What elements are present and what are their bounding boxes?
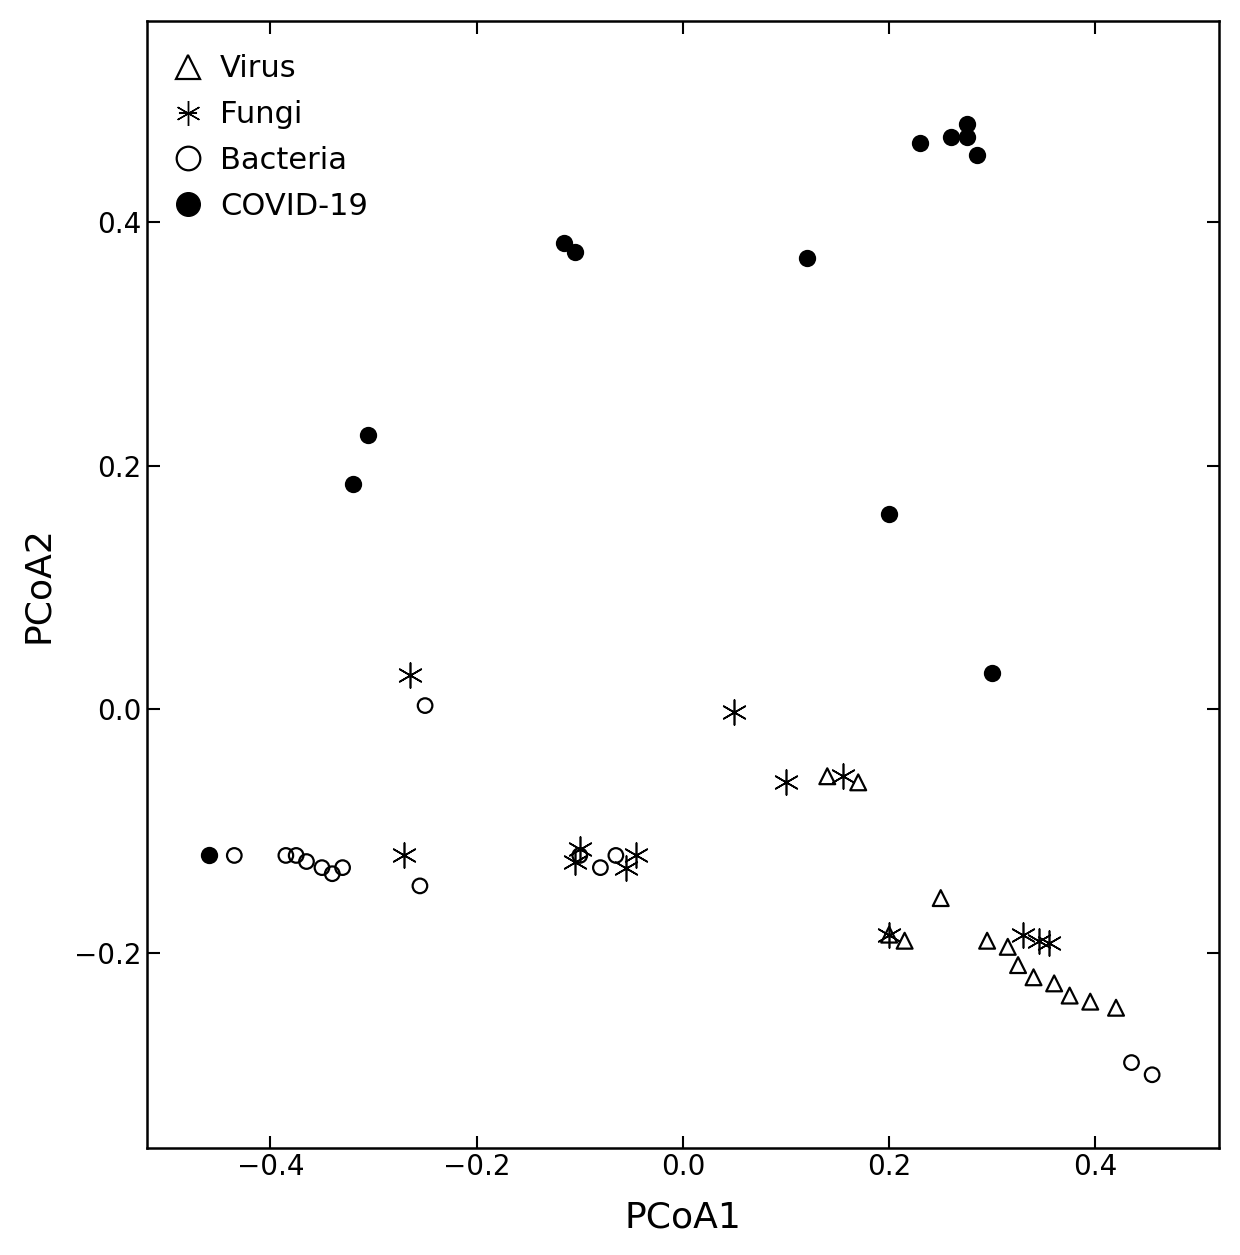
Point: [286, 846, 306, 866]
Point: [1142, 1064, 1162, 1084]
Point: [931, 889, 951, 909]
Point: [1008, 955, 1028, 975]
Point: [879, 505, 899, 525]
Point: [554, 232, 574, 252]
Point: [564, 242, 584, 262]
Point: [967, 144, 987, 164]
Point: [910, 133, 930, 153]
Y-axis label: PCoA2: PCoA2: [21, 526, 55, 643]
Point: [1080, 991, 1100, 1012]
Point: [312, 857, 332, 877]
Point: [1060, 985, 1080, 1005]
Point: [982, 663, 1002, 683]
Point: [1029, 931, 1049, 951]
Point: [198, 846, 218, 866]
Point: [224, 846, 244, 866]
Point: [332, 857, 352, 877]
Point: [848, 772, 868, 792]
Point: [358, 425, 378, 446]
Point: [415, 695, 435, 715]
Point: [1023, 968, 1043, 988]
Point: [941, 127, 961, 147]
Point: [956, 127, 976, 147]
Point: [977, 931, 997, 951]
Point: [1044, 974, 1064, 994]
Point: [833, 767, 853, 787]
Point: [277, 846, 296, 866]
Point: [399, 665, 419, 685]
Point: [776, 772, 796, 792]
Point: [879, 925, 899, 945]
Point: [590, 857, 610, 877]
Point: [394, 846, 414, 866]
Point: [956, 114, 976, 134]
Point: [998, 936, 1018, 956]
Point: [1039, 934, 1059, 954]
Point: [343, 474, 363, 494]
Point: [1013, 925, 1033, 945]
Point: [322, 863, 342, 884]
Point: [626, 846, 646, 866]
Point: [570, 840, 590, 860]
Point: [817, 767, 837, 787]
Point: [616, 857, 636, 877]
Point: [410, 876, 430, 896]
Point: [564, 851, 584, 871]
Point: [1106, 998, 1126, 1018]
Point: [879, 925, 899, 945]
X-axis label: PCoA1: PCoA1: [625, 1200, 742, 1234]
Legend: Virus, Fungi, Bacteria, COVID-19: Virus, Fungi, Bacteria, COVID-19: [162, 36, 386, 240]
Point: [895, 931, 915, 951]
Point: [797, 248, 817, 269]
Point: [1122, 1053, 1142, 1073]
Point: [606, 846, 626, 866]
Point: [570, 846, 590, 866]
Point: [296, 851, 316, 871]
Point: [724, 702, 744, 722]
